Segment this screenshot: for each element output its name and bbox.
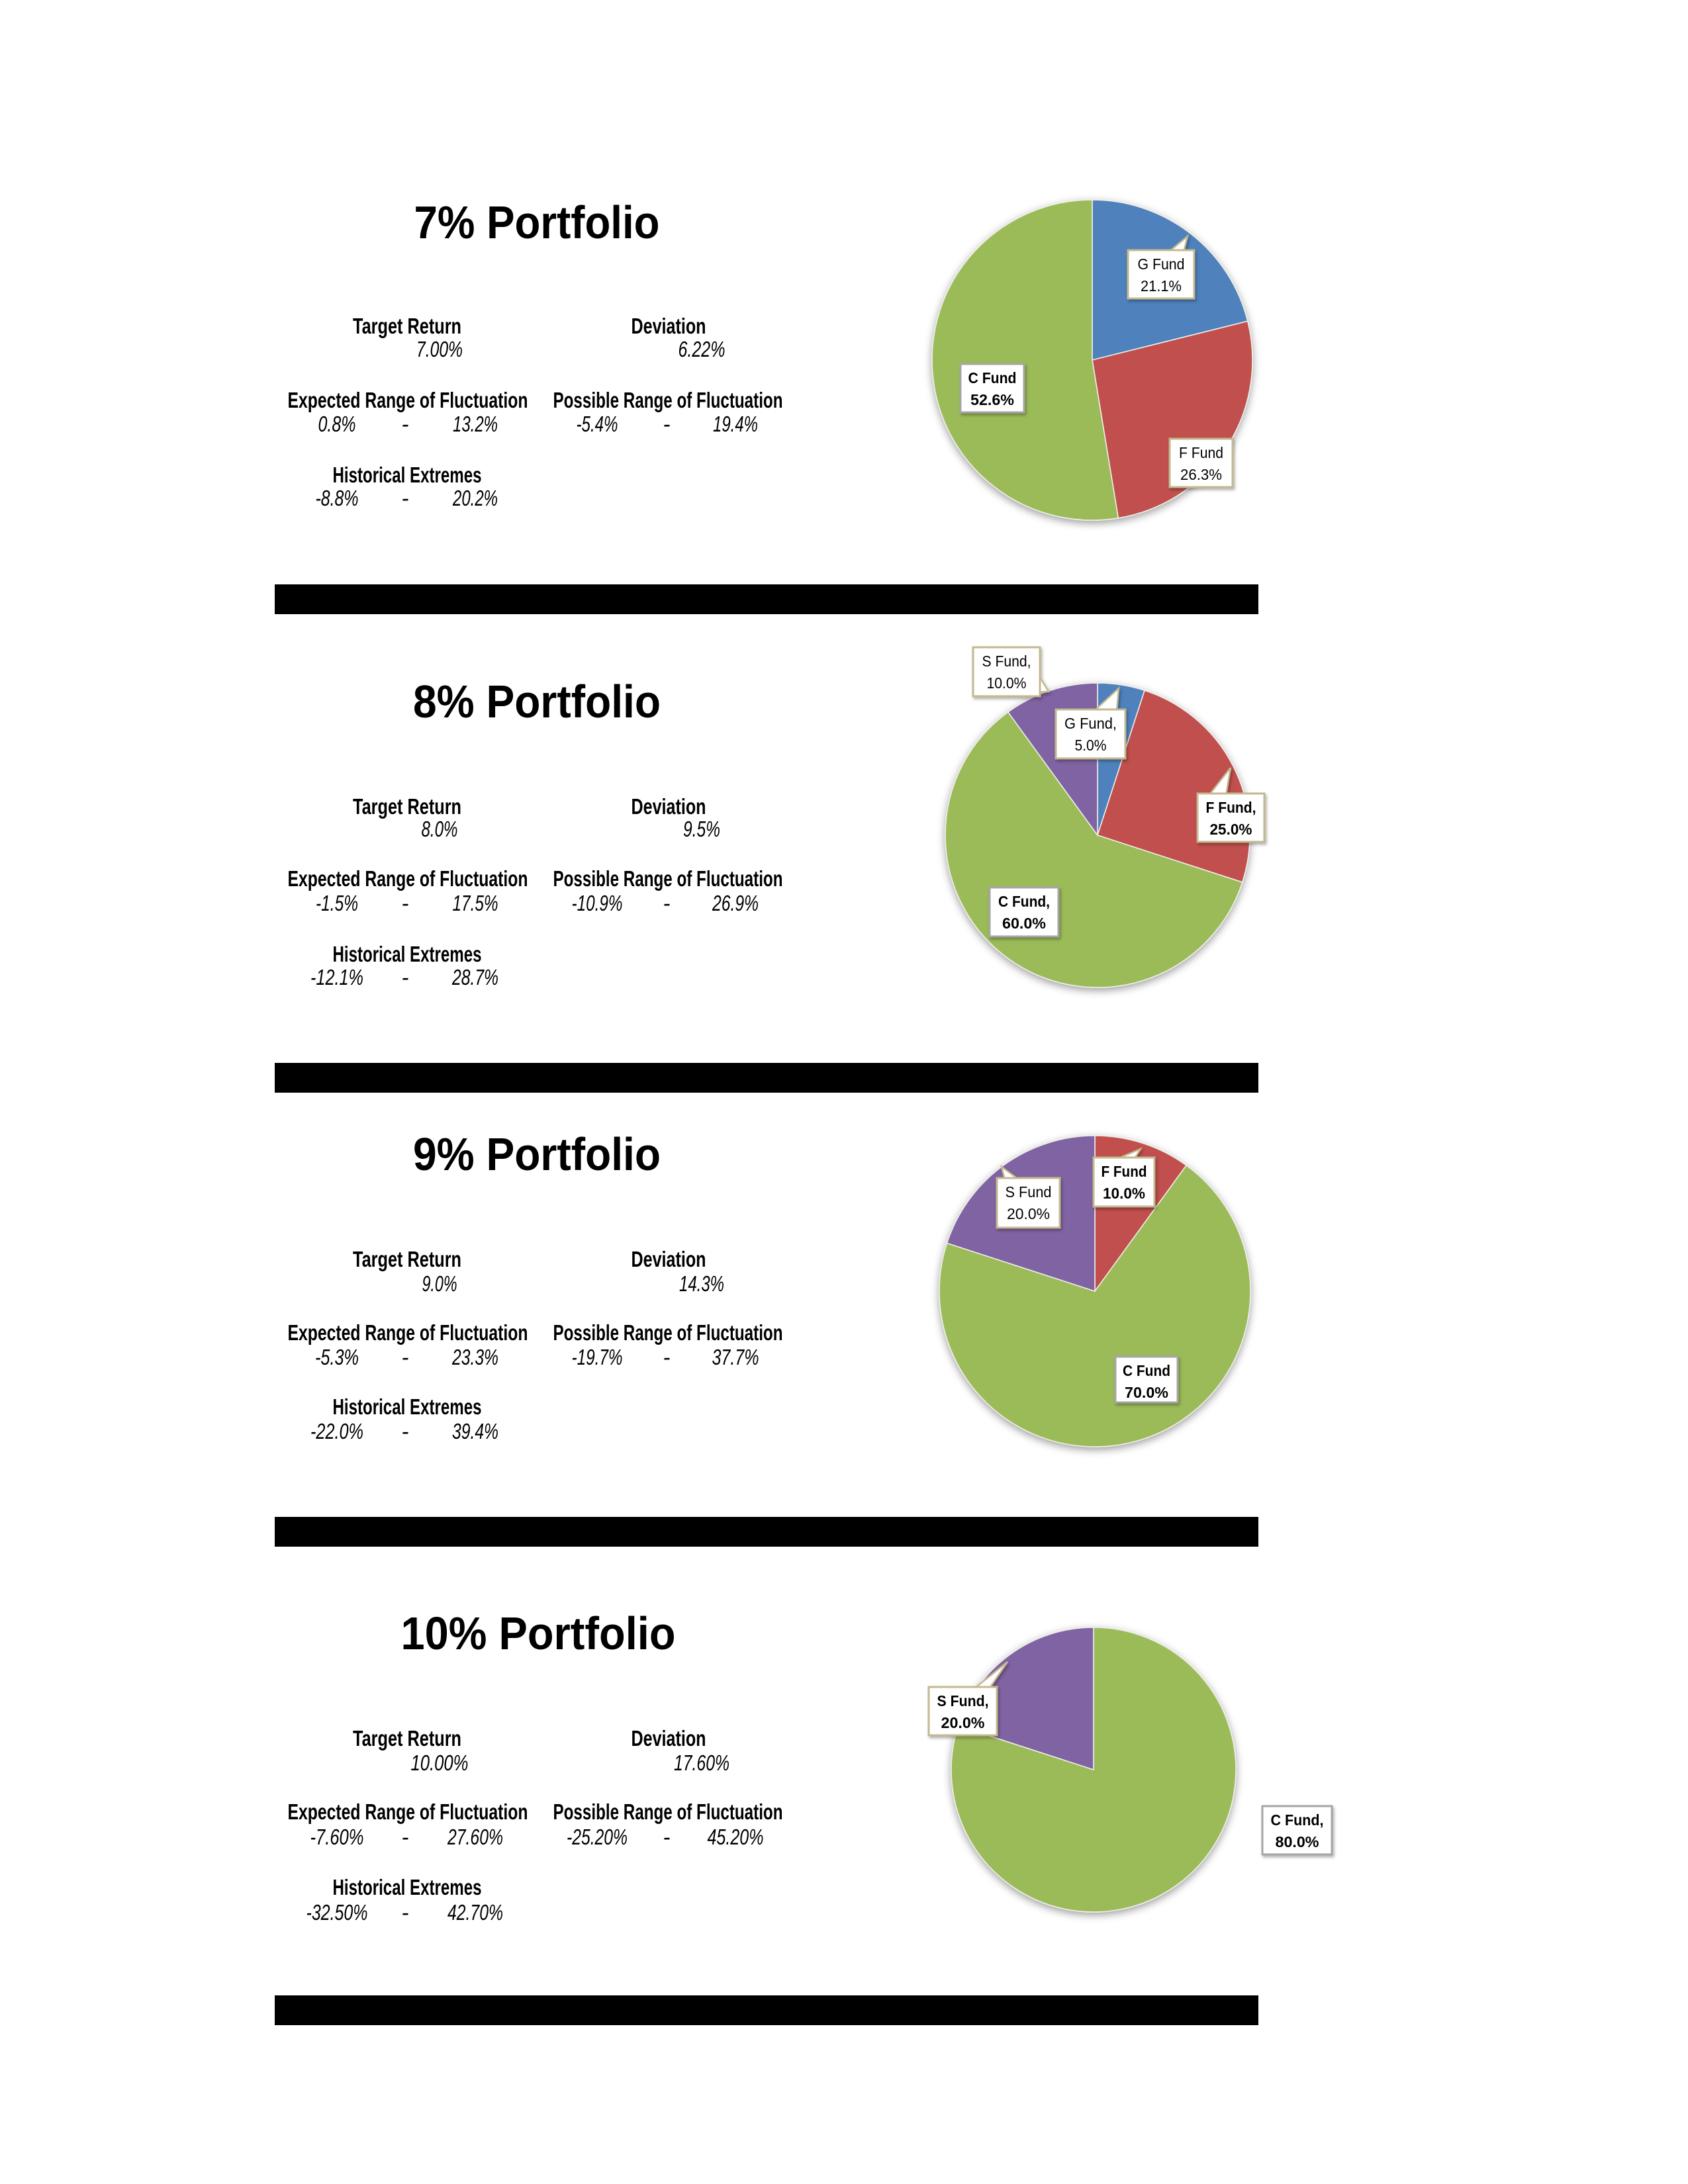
svg-text:Possible Range of Fluctuation: Possible Range of Fluctuation [553,1799,783,1824]
svg-text:6.22%: 6.22% [679,337,726,361]
svg-text:G Fund: G Fund [1138,255,1185,273]
svg-text:S Fund,: S Fund, [982,653,1031,670]
svg-text:-: - [402,486,409,510]
svg-text:Deviation: Deviation [632,1726,706,1751]
svg-text:80.0%: 80.0% [1276,1833,1319,1850]
svg-text:-: - [663,412,671,436]
svg-text:8% Portfolio: 8% Portfolio [413,676,661,727]
svg-text:S Fund: S Fund [1006,1183,1052,1201]
svg-text:F Fund: F Fund [1102,1163,1147,1180]
svg-text:Historical Extremes: Historical Extremes [333,942,482,966]
svg-text:20.0%: 20.0% [1007,1205,1050,1222]
svg-text:70.0%: 70.0% [1125,1384,1168,1401]
svg-text:19.4%: 19.4% [713,412,758,436]
svg-text:8.0%: 8.0% [422,817,458,841]
svg-text:Possible Range of Fluctuation: Possible Range of Fluctuation [553,866,783,891]
svg-text:0.8%: 0.8% [318,412,356,436]
svg-text:13.2%: 13.2% [453,412,498,436]
svg-text:-22.0%: -22.0% [310,1419,363,1443]
svg-text:Expected Range of Fluctuation: Expected Range of Fluctuation [288,1320,528,1345]
svg-text:-1.5%: -1.5% [316,891,358,915]
svg-text:S Fund,: S Fund, [937,1692,989,1709]
svg-text:-5.4%: -5.4% [577,412,618,436]
svg-text:-10.9%: -10.9% [572,891,623,915]
svg-text:Target Return: Target Return [353,1726,461,1751]
svg-text:Deviation: Deviation [632,314,706,338]
svg-text:-12.1%: -12.1% [310,965,363,989]
svg-text:60.0%: 60.0% [1002,915,1046,932]
svg-text:-: - [663,1345,671,1369]
svg-text:37.7%: 37.7% [712,1345,759,1369]
svg-text:Possible Range of Fluctuation: Possible Range of Fluctuation [553,1320,783,1345]
svg-text:C Fund: C Fund [968,369,1017,387]
svg-text:G Fund,: G Fund, [1064,715,1117,732]
svg-text:Historical Extremes: Historical Extremes [333,463,482,487]
svg-text:26.9%: 26.9% [712,891,759,915]
svg-text:-: - [402,1900,409,1925]
svg-text:45.20%: 45.20% [708,1825,764,1849]
svg-text:Target Return: Target Return [353,1247,461,1271]
svg-text:10.0%: 10.0% [1103,1185,1145,1202]
svg-text:39.4%: 39.4% [452,1419,498,1443]
svg-text:Expected Range of Fluctuation: Expected Range of Fluctuation [288,388,528,412]
svg-text:-8.8%: -8.8% [316,486,359,510]
svg-text:9.0%: 9.0% [422,1271,457,1296]
svg-text:-7.60%: -7.60% [310,1825,364,1849]
svg-text:-32.50%: -32.50% [306,1900,368,1925]
svg-text:Expected Range of Fluctuation: Expected Range of Fluctuation [288,866,528,891]
svg-text:C Fund,: C Fund, [1271,1811,1324,1829]
svg-text:9.5%: 9.5% [683,817,720,841]
svg-text:-5.3%: -5.3% [315,1345,359,1369]
svg-text:9% Portfolio: 9% Portfolio [413,1128,661,1180]
svg-text:23.3%: 23.3% [451,1345,498,1369]
svg-text:25.0%: 25.0% [1210,821,1252,838]
svg-text:42.70%: 42.70% [447,1900,503,1925]
svg-text:7.00%: 7.00% [416,337,463,361]
svg-text:14.3%: 14.3% [679,1271,724,1296]
svg-text:27.60%: 27.60% [447,1825,503,1849]
svg-text:10.0%: 10.0% [987,674,1027,692]
svg-text:-19.7%: -19.7% [572,1345,623,1369]
svg-text:Possible Range of Fluctuation: Possible Range of Fluctuation [553,388,783,412]
svg-text:21.1%: 21.1% [1141,277,1182,295]
svg-text:10.00%: 10.00% [411,1751,469,1775]
svg-text:Historical Extremes: Historical Extremes [333,1875,482,1899]
svg-text:-: - [663,891,671,915]
svg-text:Deviation: Deviation [632,794,706,819]
svg-text:F Fund,: F Fund, [1206,799,1256,816]
svg-text:Target Return: Target Return [353,794,461,819]
svg-text:-: - [402,1825,409,1849]
svg-text:Deviation: Deviation [632,1247,706,1271]
svg-text:52.6%: 52.6% [970,391,1014,408]
svg-text:Historical Extremes: Historical Extremes [333,1394,482,1419]
svg-text:Target Return: Target Return [353,314,461,338]
svg-text:-: - [402,1345,409,1369]
svg-text:-25.20%: -25.20% [567,1825,628,1849]
svg-text:F Fund: F Fund [1179,444,1223,461]
svg-text:17.5%: 17.5% [453,891,498,915]
svg-text:Expected Range of Fluctuation: Expected Range of Fluctuation [288,1799,528,1824]
svg-text:26.3%: 26.3% [1180,466,1222,483]
svg-text:-: - [402,891,409,915]
svg-text:10% Portfolio: 10% Portfolio [401,1608,676,1659]
svg-text:-: - [402,965,409,989]
svg-text:-: - [402,412,409,436]
svg-text:-: - [663,1825,671,1849]
svg-text:17.60%: 17.60% [674,1751,729,1775]
svg-text:20.0%: 20.0% [941,1714,985,1731]
svg-text:C Fund: C Fund [1123,1362,1170,1379]
svg-text:7% Portfolio: 7% Portfolio [414,197,660,248]
svg-text:C Fund,: C Fund, [998,893,1050,910]
svg-text:20.2%: 20.2% [452,486,498,510]
svg-text:28.7%: 28.7% [451,965,498,989]
svg-text:-: - [402,1419,409,1443]
svg-text:5.0%: 5.0% [1075,737,1107,754]
